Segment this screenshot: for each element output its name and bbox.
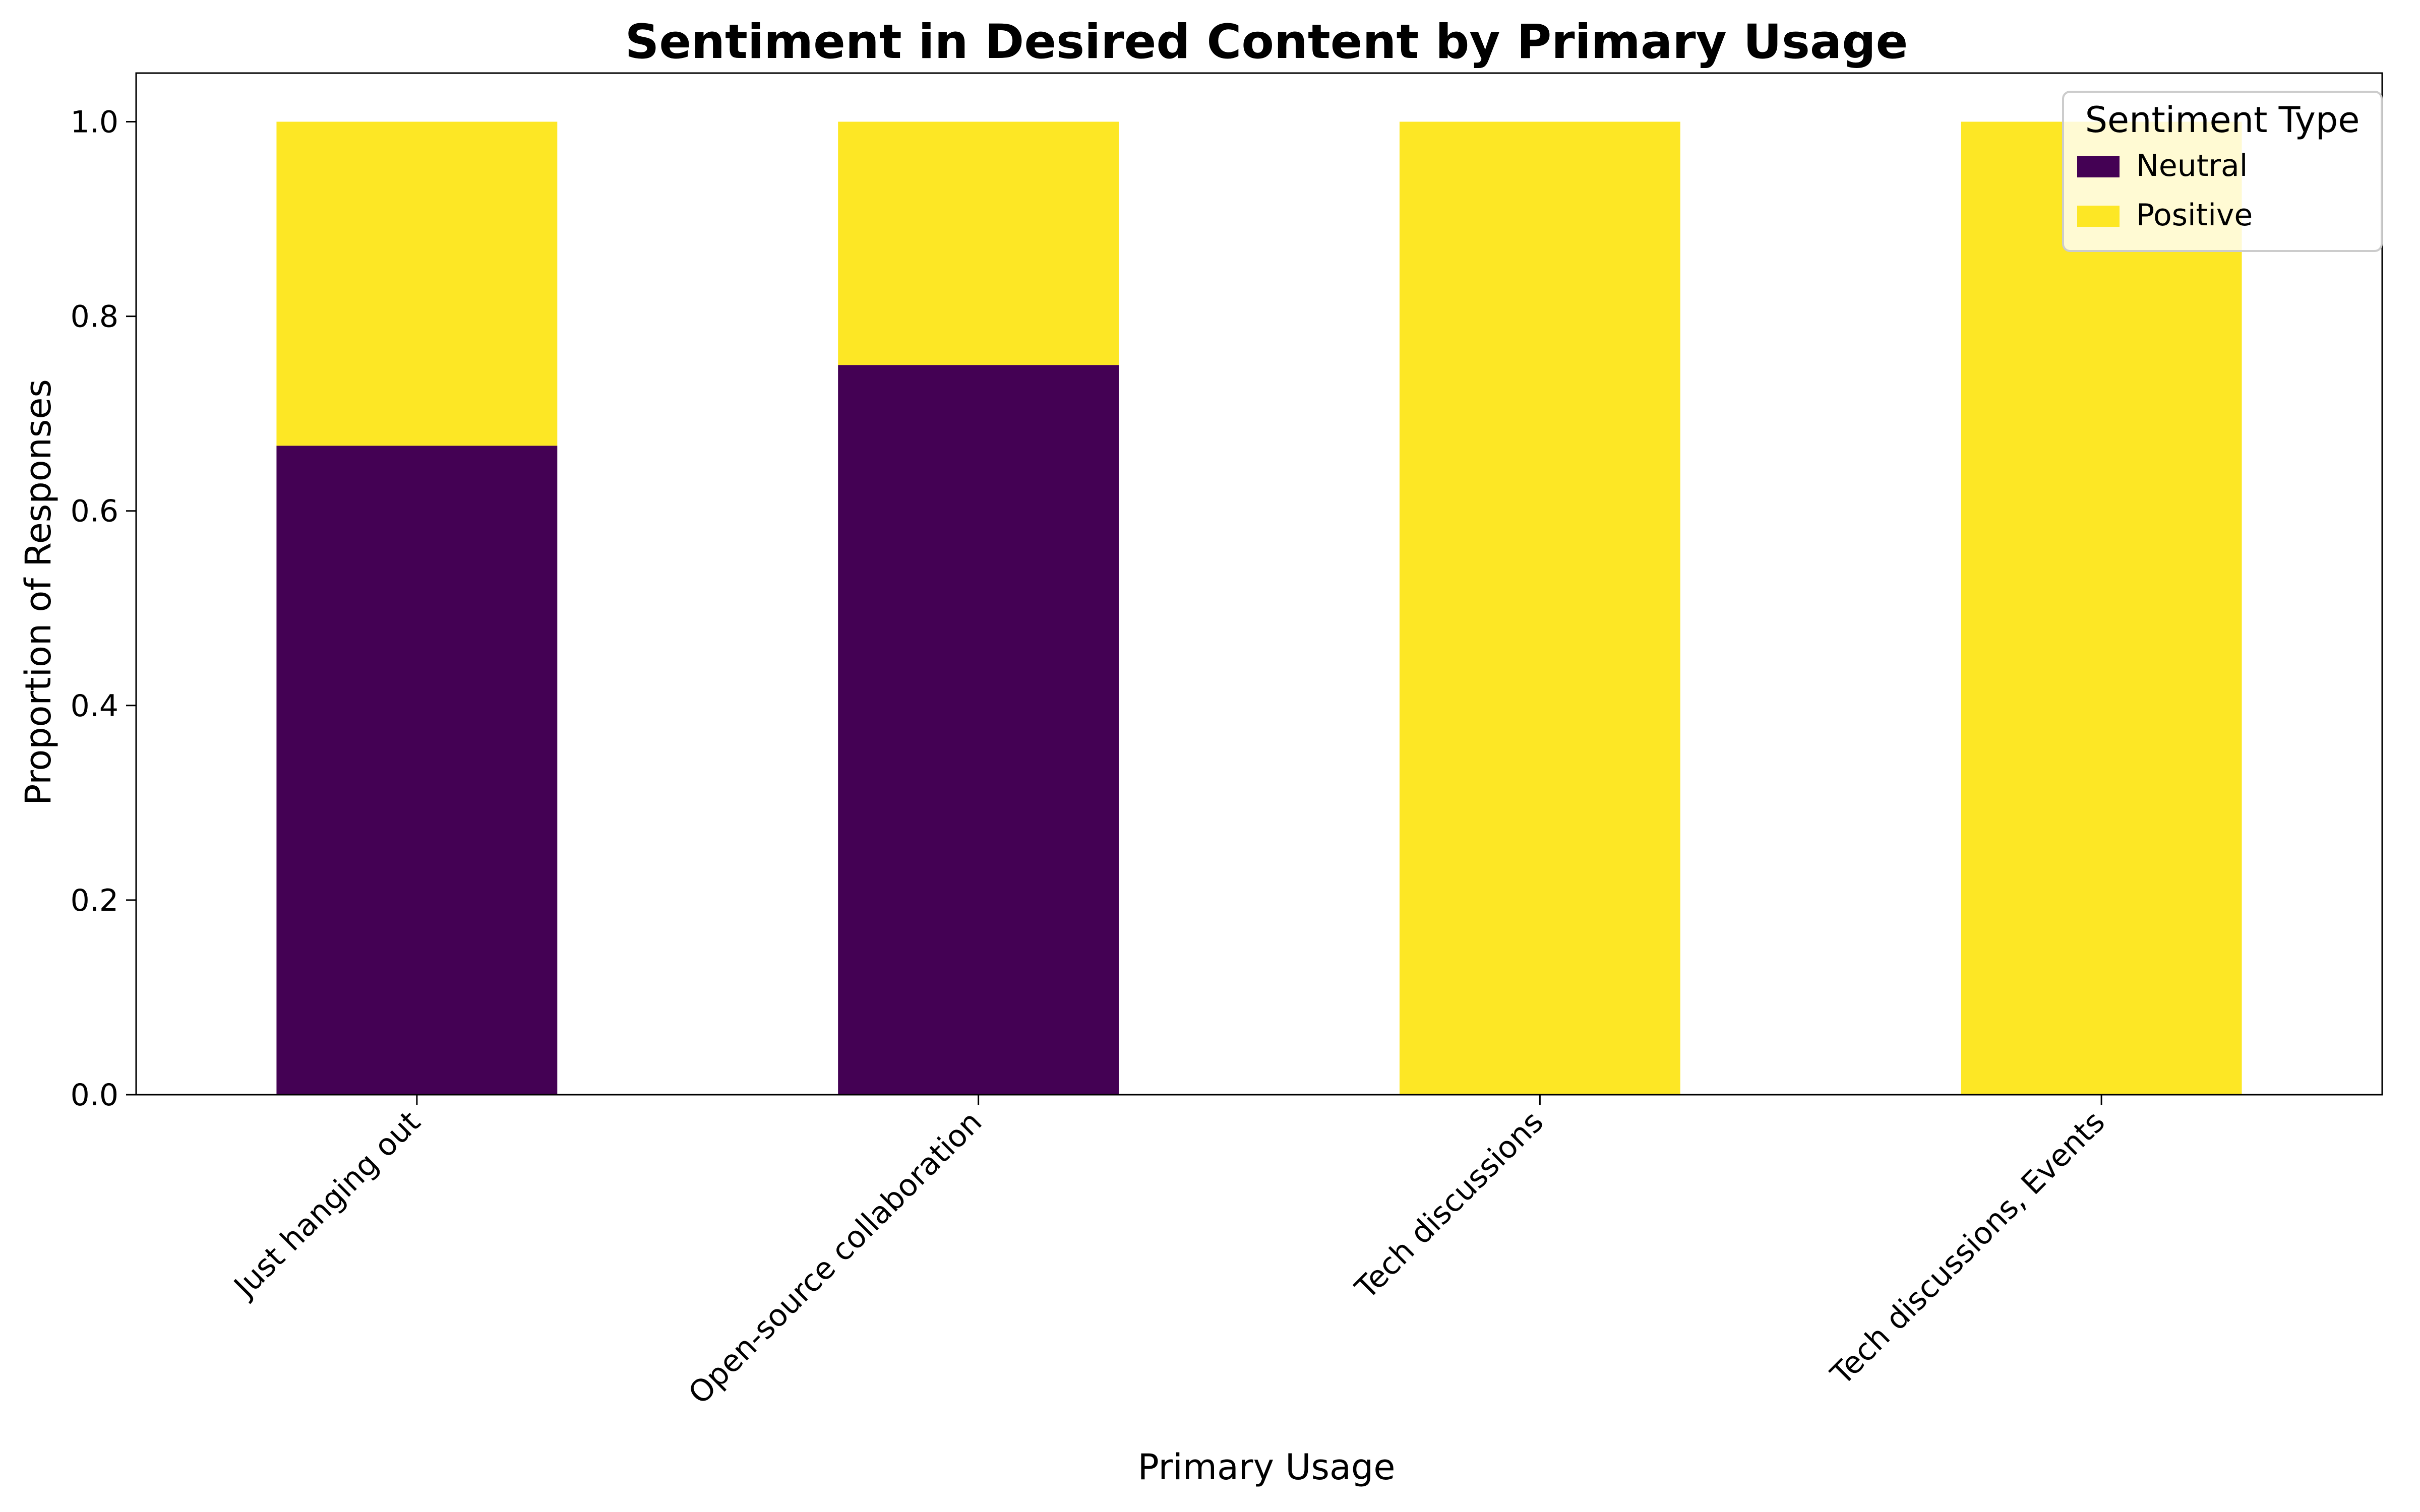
legend-label-neutral: Neutral — [2136, 148, 2248, 183]
legend-title: Sentiment Type — [2085, 99, 2360, 141]
y-tick-label: 0.0 — [71, 1078, 118, 1113]
x-tick-label: Tech discussions, Events — [1824, 1104, 2111, 1392]
y-axis: 0.0 0.2 0.4 0.6 0.8 1.0 — [71, 105, 136, 1113]
x-tick-label: Open-source collaboration — [682, 1104, 989, 1411]
bar-positive-1 — [276, 121, 558, 446]
legend: Sentiment Type Neutral Positive — [2062, 91, 2383, 252]
chart-title: Sentiment in Desired Content by Primary … — [625, 15, 1908, 70]
legend-swatch-positive — [2077, 206, 2120, 227]
bar-neutral-2 — [838, 365, 1119, 1095]
x-axis: Just hanging out Open-source collaboratio… — [226, 1095, 2112, 1411]
bar-neutral-1 — [276, 446, 558, 1095]
bar-positive-2 — [838, 121, 1119, 365]
plot-area — [135, 72, 2383, 1096]
y-tick-label: 1.0 — [71, 105, 118, 140]
y-tick-label: 0.8 — [71, 299, 118, 335]
y-tick-label: 0.6 — [71, 494, 118, 529]
plot-frame — [135, 72, 2383, 1096]
x-tick-label: Tech discussions — [1348, 1104, 1550, 1306]
x-tick-label: Just hanging out — [226, 1104, 427, 1305]
y-tick-label: 0.2 — [71, 883, 118, 918]
legend-label-positive: Positive — [2136, 198, 2253, 233]
y-tick-label: 0.4 — [71, 688, 118, 724]
legend-frame — [2062, 91, 2383, 252]
legend-swatch-neutral — [2077, 156, 2120, 177]
bar-positive-3 — [1399, 121, 1680, 1095]
bar-positive-4 — [1961, 121, 2242, 1095]
x-axis-label: Primary Usage — [1138, 1446, 1396, 1488]
legend-items: Neutral Positive — [2077, 148, 2253, 233]
y-axis-label: Proportion of Responses — [18, 379, 59, 805]
